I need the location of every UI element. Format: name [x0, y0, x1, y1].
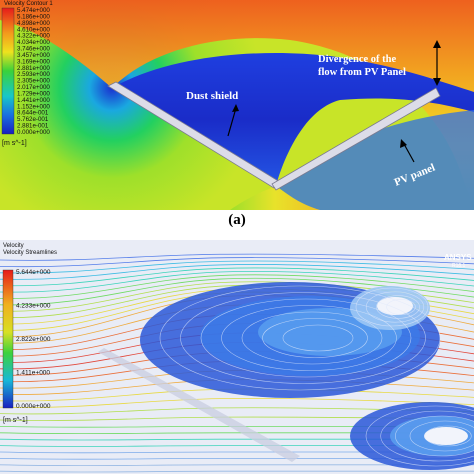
vortex-ring [409, 420, 474, 452]
legend-a-tick-label: 4.034e+000 [17, 39, 50, 46]
streamline-plot: Velocity Velocity Streamlines 5.644e+000… [0, 240, 474, 474]
legend-a-tick-label: 2.305e+000 [17, 78, 50, 85]
legend-a-tick-label: 3.457e+000 [17, 52, 50, 59]
streamline [0, 270, 474, 293]
vortex-ring [241, 311, 383, 365]
legend-a-colorbar [1, 7, 15, 135]
legend-a-title: Velocity Contour 1 [4, 1, 53, 7]
arrow-pv-panel-head [400, 139, 407, 148]
streamline [0, 470, 474, 473]
annotation-divergence-line2: flow from PV Panel [318, 67, 406, 78]
legend-a-tick-label: 5.474e+000 [17, 7, 50, 14]
vortex-ring [395, 415, 474, 457]
legend-b-ticks: 5.644e+000 4.233e+000 2.822e+000 1.411e+000… [16, 269, 51, 410]
legend-a-tick-label: 2.881e-001 [17, 123, 49, 130]
legend-a-tick-label: 1.729e+000 [17, 90, 50, 97]
annotation-dust-shield: Dust shield [186, 90, 238, 102]
legend-a-tick-label: 4.898e+000 [17, 20, 50, 27]
streamline [0, 274, 474, 299]
vortex-streamlines [159, 285, 474, 467]
legend-b-tick-label: 4.233e+000 [16, 303, 51, 310]
vortex-ring [424, 425, 472, 447]
legend-a-ticks: 5.474e+0005.186e+0004.898e+0004.610e+000… [17, 7, 50, 136]
ansys-version: R18.1 [452, 263, 466, 269]
legend-b-unit: [m s^-1] [3, 417, 28, 424]
legend-a-unit: [m s^-1] [2, 140, 27, 147]
contour-lower-region [230, 186, 320, 210]
vortex-ring [355, 287, 429, 327]
legend-b-tick-label: 5.644e+000 [16, 269, 51, 276]
legend-a-tick-label: 1.152e+000 [17, 103, 50, 110]
vortex-ring [365, 291, 425, 323]
legend-b-title-line1: Velocity [3, 243, 24, 249]
legend-a-tick-label: 5.186e+000 [17, 13, 50, 20]
arrow-dust-shield [227, 107, 237, 137]
legend-a-tick-label: 4.322e+000 [17, 33, 50, 40]
panel-a-caption: (a) [228, 212, 246, 228]
legend-b-title-line2: Velocity Streamlines [3, 250, 57, 256]
legend-a-tick-label: 2.593e+000 [17, 71, 50, 78]
legend-a-tick-label: 5.762e-001 [17, 116, 49, 123]
panel-b-velocity-streamlines: Velocity Velocity Streamlines 5.644e+000… [0, 240, 474, 474]
streamline [0, 264, 474, 280]
vortex-ring [262, 318, 368, 358]
contour-recirculation-region [276, 110, 474, 210]
legend-a-tick-label: 1.441e+000 [17, 97, 50, 104]
legend-a-tick-label: 2.017e+000 [17, 84, 50, 91]
legend-a-tick-label: 0.000e+000 [17, 129, 50, 136]
legend-a-tick-label: 4.610e+000 [17, 26, 50, 33]
dust-shield-edge [98, 348, 300, 462]
legend-a-tick-label: 3.169e+000 [17, 58, 50, 65]
legend-b-colorbar [2, 269, 14, 409]
legend-b-tick-label: 2.822e+000 [16, 336, 51, 343]
arrow-dust-shield-head [232, 104, 239, 112]
legend-a-tick-label: 2.881e+000 [17, 65, 50, 72]
vortex-ring [376, 295, 420, 319]
annotation-divergence-line1: Divergence of the [318, 54, 396, 65]
legend-a-tick-label: 3.746e+000 [17, 46, 50, 53]
vortex-ring [386, 299, 416, 315]
arrow-pv-panel [403, 143, 415, 163]
vortex-ring [159, 285, 441, 391]
vortex-ring [180, 292, 426, 384]
arrow-divergence-head-up [433, 40, 441, 48]
streamline [0, 397, 474, 408]
vortex-ring [365, 405, 474, 467]
pv-panel [271, 87, 441, 191]
panel-a-velocity-contour: Velocity Contour 1 5.474e+000 5.186e+000 4… [0, 0, 474, 210]
vortex-ring [380, 410, 474, 462]
vortex-ring [282, 324, 354, 352]
contour-high-velocity-region [0, 0, 474, 210]
contour-wake-region [112, 52, 474, 187]
vortex-ring [221, 305, 397, 371]
streamline [0, 260, 474, 274]
streamline [0, 267, 474, 287]
contour-plot: Velocity Contour 1 5.474e+0005.186e+0004… [0, 0, 474, 210]
streamline [0, 257, 474, 268]
arrow-divergence-head-down [433, 78, 441, 86]
streamline [0, 253, 474, 261]
legend-b-tick-label: 0.000e+000 [16, 403, 51, 410]
vortex-ring [200, 298, 412, 378]
legend-b-tick-label: 1.411e+000 [16, 370, 50, 377]
legend-a-tick-label: 8.644e-001 [17, 110, 49, 117]
ansys-logo: ANSYS [444, 253, 472, 262]
